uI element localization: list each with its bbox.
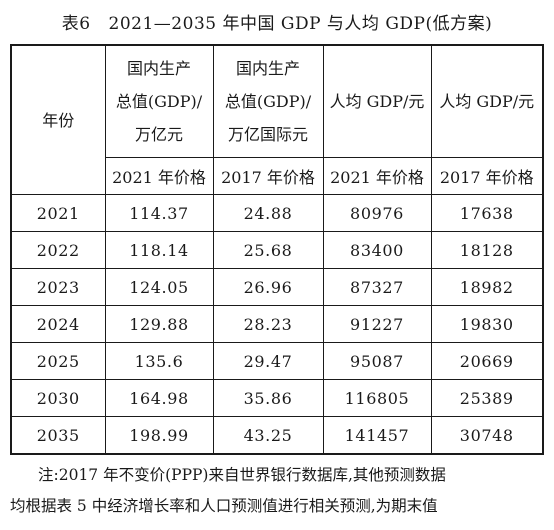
- cell-gdp-2021: 124.05: [104, 268, 214, 306]
- note-line-1: 注:2017 年不变价(PPP)来自世界银行数据库,其他预测数据: [38, 466, 446, 484]
- subheader-price-2021-per-capita: 2021 年价格: [322, 157, 432, 195]
- cell-per-capita-2017: 20669: [430, 342, 544, 380]
- cell-gdp-2021: 164.98: [104, 379, 214, 417]
- cell-per-capita-2017: 18982: [430, 268, 544, 306]
- cell-gdp-2017: 25.68: [212, 231, 324, 269]
- table-row: 2024 129.88 28.23 91227 19830: [10, 305, 544, 343]
- header-gdp-2017-line1: 国内生产: [235, 59, 300, 78]
- subheader-price-2017-per-capita: 2017 年价格: [430, 157, 544, 195]
- table-row: 2025 135.6 29.47 95087 20669: [10, 342, 544, 380]
- cell-per-capita-2017: 30748: [430, 416, 544, 455]
- header-gdp-2017-line2: 总值(GDP)/: [224, 92, 312, 111]
- cell-year: 2023: [10, 268, 106, 306]
- cell-year: 2035: [10, 416, 106, 455]
- header-per-capita-2017: 人均 GDP/元: [430, 44, 544, 158]
- cell-gdp-2017: 26.96: [212, 268, 324, 306]
- cell-gdp-2017: 43.25: [212, 416, 324, 455]
- cell-per-capita-2017: 18128: [430, 231, 544, 269]
- cell-gdp-2021: 135.6: [104, 342, 214, 380]
- header-gdp-2021-line3: 万亿元: [134, 125, 183, 144]
- table-number: 表6: [61, 14, 91, 34]
- table-row: 2021 114.37 24.88 80976 17638: [10, 194, 544, 232]
- cell-gdp-2017: 35.86: [212, 379, 324, 417]
- header-gdp-2021-line1: 国内生产: [126, 59, 191, 78]
- header-per-capita-2021: 人均 GDP/元: [322, 44, 432, 158]
- table-row: 2022 118.14 25.68 83400 18128: [10, 231, 544, 269]
- gdp-table: 年份 国内生产 总值(GDP)/ 万亿元 国内生产 总值(GDP)/ 万亿国际元…: [10, 44, 544, 455]
- cell-gdp-2021: 118.14: [104, 231, 214, 269]
- cell-per-capita-2021: 83400: [322, 231, 432, 269]
- cell-year: 2025: [10, 342, 106, 380]
- cell-gdp-2017: 24.88: [212, 194, 324, 232]
- cell-year: 2030: [10, 379, 106, 417]
- cell-per-capita-2021: 91227: [322, 305, 432, 343]
- header-gdp-2021: 国内生产 总值(GDP)/ 万亿元: [104, 44, 214, 158]
- cell-per-capita-2021: 80976: [322, 194, 432, 232]
- header-gdp-2017: 国内生产 总值(GDP)/ 万亿国际元: [212, 44, 324, 158]
- cell-per-capita-2021: 141457: [322, 416, 432, 455]
- table-caption: 2021—2035 年中国 GDP 与人均 GDP(低方案): [108, 14, 493, 34]
- table-row: 2030 164.98 35.86 116805 25389: [10, 379, 544, 417]
- table-note: 注:2017 年不变价(PPP)来自世界银行数据库,其他预测数据 均根据表 5 …: [0, 460, 554, 522]
- cell-gdp-2021: 198.99: [104, 416, 214, 455]
- subheader-price-2017-gdp: 2017 年价格: [212, 157, 324, 195]
- header-gdp-2017-line3: 万亿国际元: [227, 125, 308, 144]
- note-line-2: 均根据表 5 中经济增长率和人口预测值进行相关预测,为期末值: [10, 497, 438, 515]
- table-body: 2021 114.37 24.88 80976 17638 2022 118.1…: [10, 194, 544, 455]
- cell-per-capita-2017: 17638: [430, 194, 544, 232]
- cell-per-capita-2021: 95087: [322, 342, 432, 380]
- cell-gdp-2017: 28.23: [212, 305, 324, 343]
- header-year: 年份: [10, 44, 106, 195]
- cell-gdp-2021: 129.88: [104, 305, 214, 343]
- table-row: 2023 124.05 26.96 87327 18982: [10, 268, 544, 306]
- cell-per-capita-2021: 116805: [322, 379, 432, 417]
- subheader-price-2021-gdp: 2021 年价格: [104, 157, 214, 195]
- cell-year: 2022: [10, 231, 106, 269]
- cell-per-capita-2021: 87327: [322, 268, 432, 306]
- cell-year: 2021: [10, 194, 106, 232]
- header-gdp-2021-line2: 总值(GDP)/: [115, 92, 203, 111]
- cell-gdp-2021: 114.37: [104, 194, 214, 232]
- table-title: 表6 2021—2035 年中国 GDP 与人均 GDP(低方案): [0, 9, 554, 34]
- cell-gdp-2017: 29.47: [212, 342, 324, 380]
- cell-per-capita-2017: 19830: [430, 305, 544, 343]
- cell-per-capita-2017: 25389: [430, 379, 544, 417]
- table-row: 2035 198.99 43.25 141457 30748: [10, 416, 544, 455]
- cell-year: 2024: [10, 305, 106, 343]
